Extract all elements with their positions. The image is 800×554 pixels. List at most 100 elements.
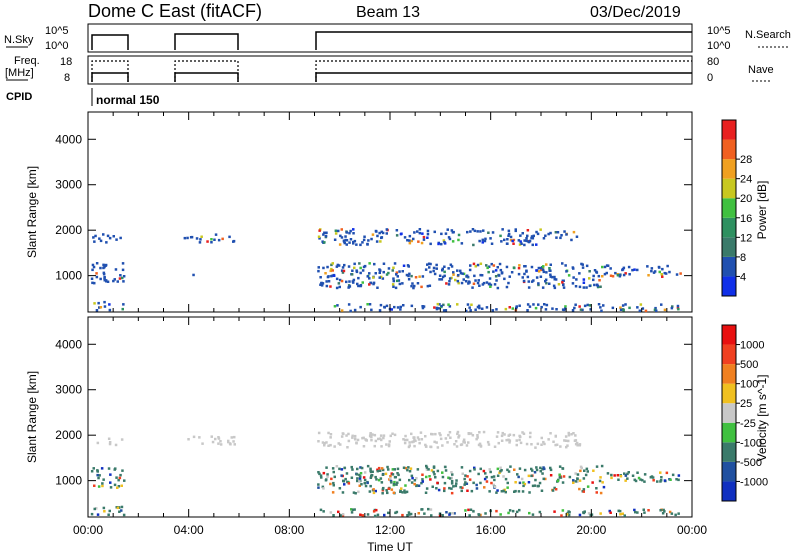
- velocity-echo-cell: [423, 512, 426, 515]
- power-echo-cell: [621, 268, 624, 272]
- power-echo-cell: [537, 283, 540, 287]
- velocity-echo-cell: [455, 482, 458, 485]
- power-echo-cell: [489, 237, 492, 240]
- velocity-echo-cell: [539, 469, 542, 473]
- velocity-echo-cell: [416, 436, 420, 439]
- power-echo-cell: [382, 270, 385, 274]
- velocity-echo-cell: [317, 471, 320, 474]
- velocity-echo-cell: [356, 438, 360, 442]
- velocity-echo-cell: [534, 478, 537, 482]
- velocity-echo-cell: [599, 476, 602, 479]
- power-echo-cell: [343, 241, 346, 245]
- velocity-echo-cell: [372, 510, 376, 513]
- velocity-echo-cell: [391, 473, 395, 476]
- power-echo-cell: [530, 235, 534, 238]
- power-echo-cell: [487, 231, 490, 234]
- velocity-echo-cell: [444, 437, 448, 440]
- power-echo-cell: [103, 276, 106, 279]
- power-echo-cell: [416, 282, 420, 285]
- velocity-echo-cell: [412, 440, 415, 443]
- velocity-echo-cell: [522, 432, 526, 435]
- power-echo-cell: [382, 262, 386, 265]
- power-echo-cell: [428, 266, 431, 269]
- power-ytick-label: 3000: [55, 178, 82, 192]
- power-echo-cell: [525, 239, 528, 243]
- nsearch-label: N.Search: [745, 29, 791, 41]
- power-echo-cell: [412, 286, 415, 290]
- velocity-echo-cell: [565, 445, 568, 449]
- power-echo-cell: [541, 286, 545, 289]
- power-echo-cell: [535, 243, 538, 246]
- power-echo-cell: [650, 267, 654, 270]
- power-echo-cell: [544, 234, 547, 237]
- velocity-echo-cell: [332, 514, 335, 517]
- velocity-echo-cell: [502, 475, 505, 478]
- power-echo-cell: [578, 272, 581, 275]
- velocity-echo-cell: [390, 488, 394, 491]
- power-echo-cell: [622, 308, 625, 312]
- velocity-echo-cell: [523, 468, 527, 472]
- power-echo-cell: [503, 277, 506, 281]
- velocity-colorbar-segment: [722, 364, 736, 384]
- velocity-echo-cell: [554, 488, 558, 491]
- velocity-echo-cell: [421, 508, 424, 511]
- power-echo-cell: [416, 230, 419, 233]
- velocity-echo-cell: [574, 472, 577, 475]
- power-echo-cell: [339, 234, 342, 238]
- power-echo-cell: [451, 231, 455, 234]
- power-echo-cell: [356, 282, 359, 286]
- power-echo-cell: [336, 304, 339, 307]
- power-echo-cell: [444, 309, 448, 312]
- velocity-echo-cell: [431, 485, 434, 488]
- velocity-colorbar-segment: [722, 383, 736, 404]
- velocity-echo-cell: [559, 445, 562, 448]
- power-echo-cell: [337, 229, 340, 233]
- velocity-echo-cell: [455, 445, 459, 448]
- power-echo-cell: [447, 303, 450, 306]
- power-echo-cell: [658, 270, 661, 274]
- velocity-echo-cell: [116, 486, 119, 489]
- power-echo-cell: [397, 279, 401, 282]
- power-echo-cell: [348, 285, 352, 288]
- velocity-echo-cell: [541, 472, 544, 475]
- power-echo-cell: [446, 228, 449, 231]
- velocity-echo-cell: [343, 466, 346, 470]
- velocity-echo-cell: [659, 509, 662, 512]
- velocity-echo-cell: [354, 438, 357, 441]
- power-echo-cell: [477, 304, 481, 308]
- power-echo-cell: [385, 304, 389, 308]
- velocity-echo-cell: [677, 474, 681, 477]
- power-echo-cell: [675, 273, 679, 276]
- power-echo-cell: [352, 278, 356, 282]
- velocity-echo-cell: [476, 434, 479, 437]
- power-colorbar-segment: [722, 198, 736, 218]
- power-echo-cell: [485, 306, 489, 309]
- velocity-echo-cell: [624, 479, 627, 482]
- velocity-echo-cell: [450, 482, 454, 485]
- velocity-echo-cell: [613, 474, 616, 477]
- velocity-echo-cell: [408, 478, 411, 482]
- power-echo-cell: [457, 274, 460, 277]
- velocity-echo-cell: [450, 479, 454, 483]
- velocity-echo-cell: [661, 512, 665, 515]
- power-echo-cell: [426, 263, 429, 266]
- velocity-echo-cell: [499, 470, 502, 473]
- velocity-echo-cell: [572, 479, 575, 482]
- power-echo-cell: [561, 281, 564, 284]
- power-echo-cell: [474, 265, 477, 268]
- power-ylabel: Slant Range [km]: [25, 166, 39, 258]
- power-echo-cell: [595, 271, 599, 274]
- power-echo-cell: [210, 241, 213, 244]
- power-echo-cell: [509, 235, 513, 239]
- power-echo-cell: [556, 231, 560, 234]
- velocity-echo-cell: [530, 467, 533, 471]
- velocity-echo-cell: [476, 436, 479, 439]
- power-echo-cell: [340, 228, 343, 231]
- power-echo-cell: [399, 305, 402, 309]
- power-echo-cell: [438, 274, 442, 277]
- power-echo-cell: [540, 305, 543, 309]
- power-echo-cell: [410, 284, 413, 288]
- power-echo-cell: [353, 308, 357, 312]
- velocity-echo-cell: [483, 486, 486, 489]
- power-echo-cell: [320, 281, 323, 285]
